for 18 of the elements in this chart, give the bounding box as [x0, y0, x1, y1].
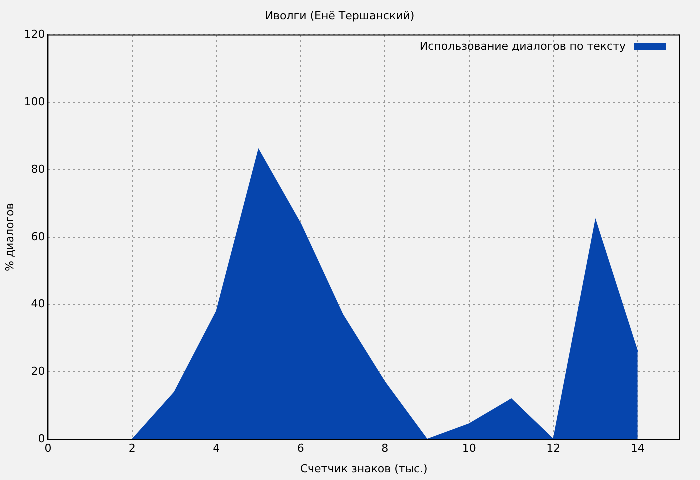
legend-label: Использование диалогов по тексту [420, 40, 626, 54]
y-tick-label: 20 [31, 365, 46, 378]
y-tick-label: 80 [31, 162, 46, 176]
y-tick-label: 120 [24, 28, 46, 42]
y-axis-title: % диалогов [3, 203, 16, 272]
y-tick-label: 40 [31, 298, 46, 311]
x-tick-label: 4 [213, 442, 220, 456]
y-tick-label: 100 [24, 95, 46, 108]
chart-title: Иволги (Енё Тершанский) [265, 9, 415, 22]
x-axis-title: Счетчик знаков (тыс.) [300, 462, 428, 476]
x-tick-label: 8 [382, 442, 389, 456]
x-tick-label: 6 [297, 442, 304, 456]
y-tick-label: 0 [38, 432, 46, 446]
y-tick-label: 60 [31, 230, 46, 244]
x-tick-label: 2 [128, 442, 136, 456]
x-tick-label: 14 [630, 442, 645, 456]
x-tick-label: 10 [462, 442, 476, 456]
x-tick-label: 12 [546, 442, 561, 456]
